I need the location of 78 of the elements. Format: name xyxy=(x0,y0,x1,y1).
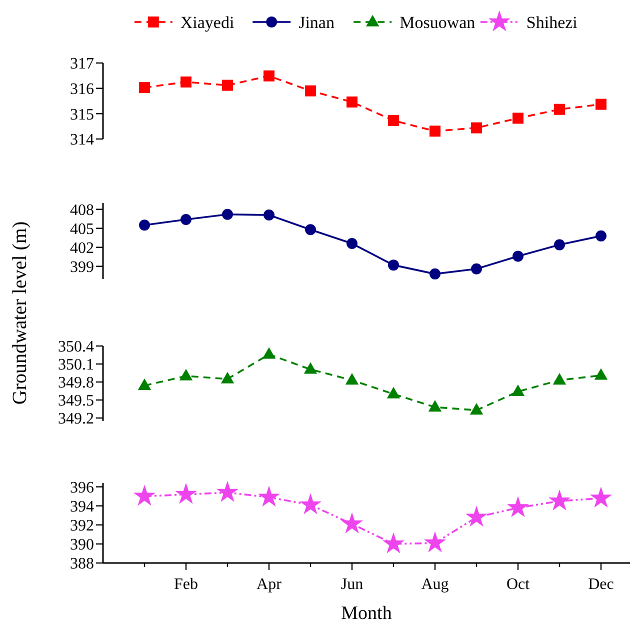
point xyxy=(222,208,233,220)
y-tick-label: 405 xyxy=(70,220,94,238)
point xyxy=(346,96,358,108)
y-tick-label: 350.1 xyxy=(58,356,94,374)
point xyxy=(139,82,150,94)
point xyxy=(262,347,276,359)
point xyxy=(133,484,156,506)
point xyxy=(340,512,364,534)
y-axis-title: Groundwater level (m) xyxy=(9,221,31,405)
point xyxy=(596,230,606,242)
point xyxy=(424,531,446,552)
point xyxy=(179,368,193,380)
legend-label: Xiayedi xyxy=(180,12,234,32)
point xyxy=(216,480,239,502)
point xyxy=(305,85,316,96)
point xyxy=(345,373,359,385)
point xyxy=(139,220,150,231)
legend-label: Mosuowan xyxy=(400,12,476,32)
point xyxy=(264,210,274,221)
y-tick-label: 349.5 xyxy=(58,392,94,410)
point xyxy=(180,76,192,88)
x-tick-label: Jun xyxy=(340,576,364,593)
point xyxy=(346,238,358,250)
point xyxy=(594,368,608,380)
y-tick-label: 396 xyxy=(70,479,94,496)
point xyxy=(548,489,571,510)
x-tick-label: Apr xyxy=(256,576,282,593)
point xyxy=(180,214,192,225)
x-tick-label: Feb xyxy=(174,576,198,593)
y-tick-label: 394 xyxy=(70,498,94,516)
y-tick-label: 349.8 xyxy=(58,374,94,392)
point xyxy=(430,268,440,280)
point xyxy=(506,496,530,518)
y-tick-label: 314 xyxy=(70,132,94,149)
point xyxy=(428,400,442,412)
point xyxy=(554,104,565,115)
point xyxy=(554,239,565,250)
y-tick-label: 388 xyxy=(70,556,94,573)
y-tick-label: 392 xyxy=(70,518,94,535)
y-tick-label: 316 xyxy=(70,80,94,98)
point xyxy=(388,115,399,126)
point xyxy=(511,384,525,396)
point xyxy=(465,506,488,527)
point xyxy=(264,70,274,82)
point xyxy=(304,362,318,374)
y-tick-label: 317 xyxy=(70,56,94,73)
y-tick-label: 408 xyxy=(70,202,94,219)
y-tick-label: 350.4 xyxy=(58,338,94,356)
point xyxy=(596,98,606,110)
point xyxy=(299,493,322,514)
point xyxy=(470,403,484,415)
point xyxy=(430,126,440,137)
legend-label: Jinan xyxy=(298,12,335,32)
point xyxy=(590,486,612,508)
x-tick-label: Aug xyxy=(421,576,449,593)
point xyxy=(471,122,482,134)
y-tick-label: 349.2 xyxy=(58,410,94,428)
x-tick-label: Oct xyxy=(506,576,530,593)
y-tick-label: 315 xyxy=(70,106,94,124)
legend-label: Shihezi xyxy=(526,12,578,32)
point xyxy=(382,532,405,554)
point xyxy=(552,373,566,385)
point xyxy=(220,372,234,384)
point xyxy=(512,112,524,124)
point xyxy=(471,263,482,274)
point xyxy=(388,260,399,271)
point xyxy=(174,482,198,504)
y-tick-label: 399 xyxy=(70,258,94,276)
point xyxy=(305,224,316,236)
point xyxy=(222,80,233,91)
point xyxy=(258,486,280,507)
point xyxy=(512,250,524,262)
x-axis-title: Month xyxy=(341,603,392,622)
y-tick-label: 402 xyxy=(70,240,94,257)
point xyxy=(138,378,152,390)
point xyxy=(386,386,400,398)
x-tick-label: Dec xyxy=(588,576,614,593)
y-tick-label: 390 xyxy=(70,536,94,554)
